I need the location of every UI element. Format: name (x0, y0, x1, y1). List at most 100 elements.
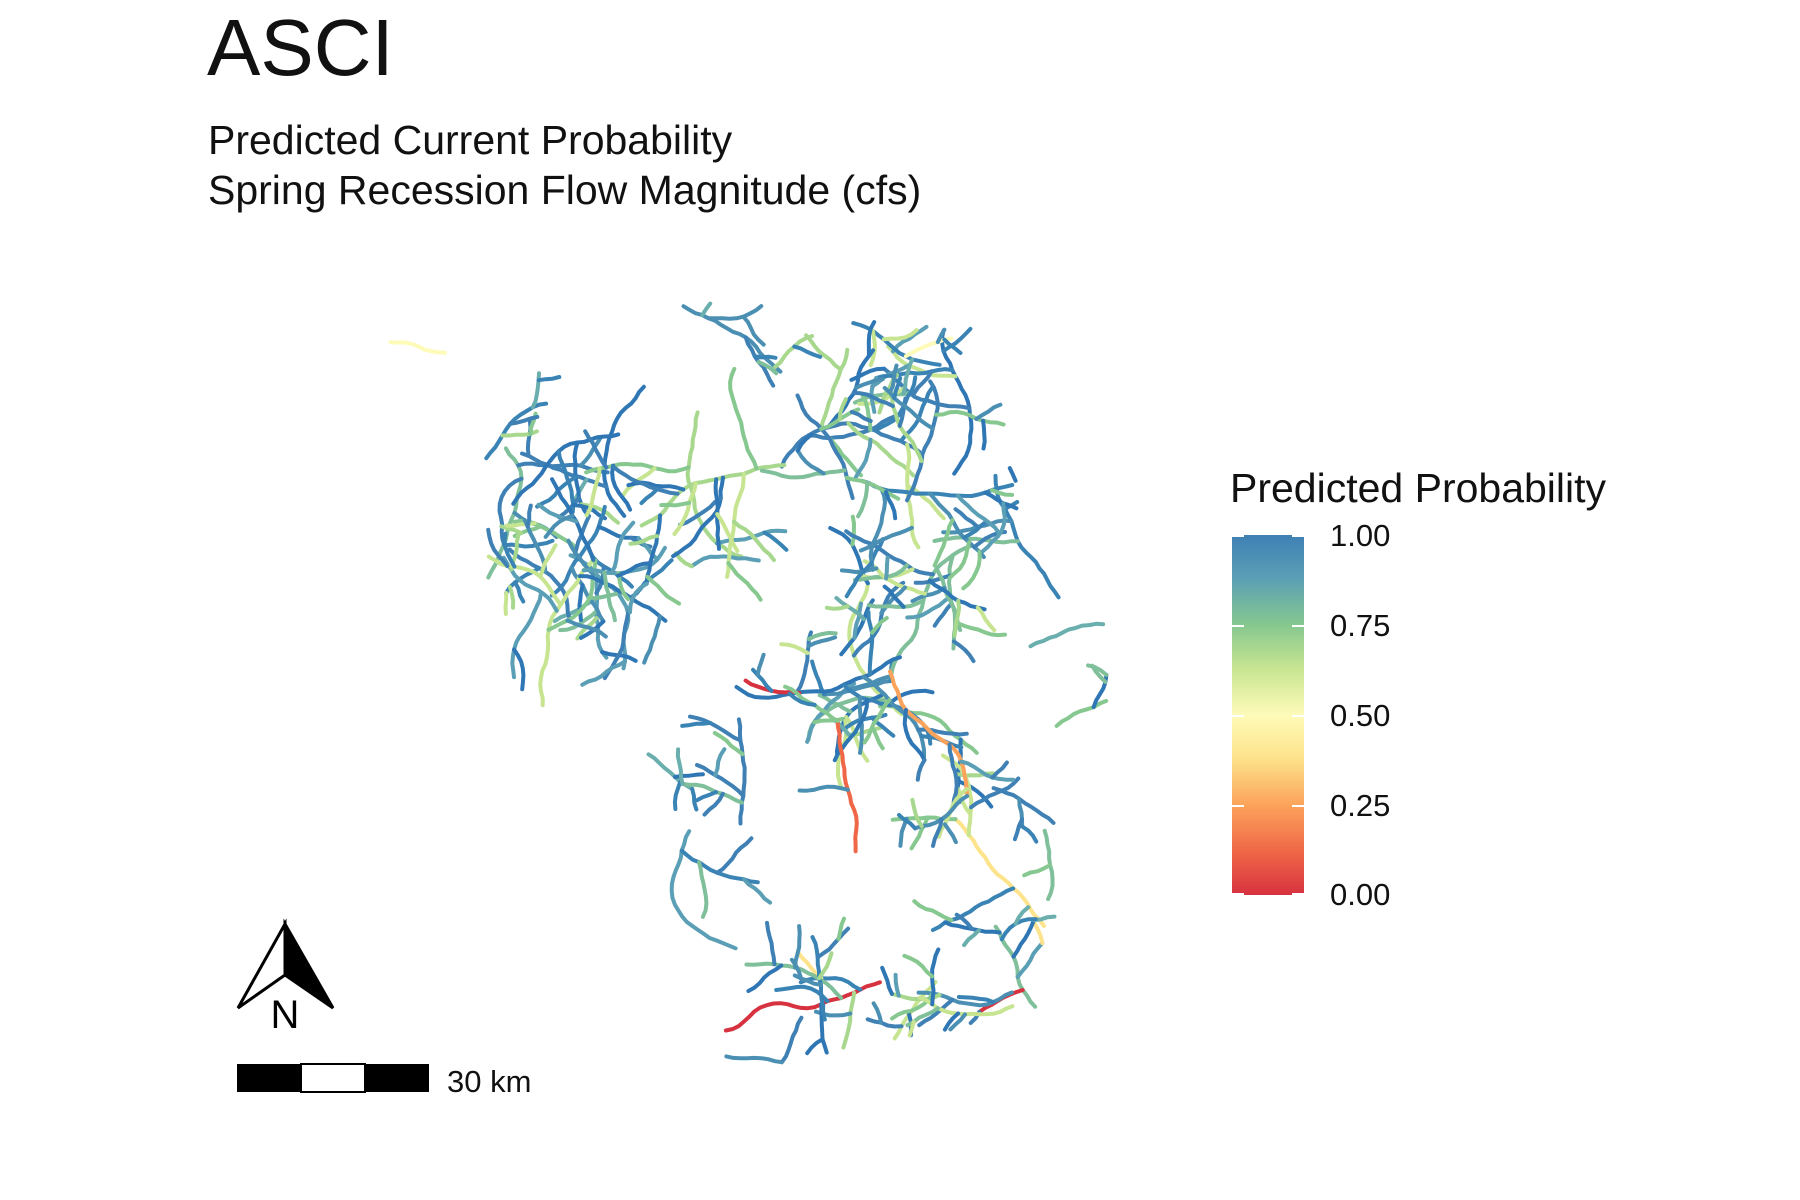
stream-segment (669, 829, 738, 951)
legend-label: 1.00 (1330, 518, 1391, 553)
scale-bar-label: 30 km (447, 1064, 532, 1099)
legend-tick (1232, 893, 1244, 895)
stream-segment (1007, 466, 1018, 483)
legend-tick (1292, 535, 1304, 537)
stream-segment (907, 1019, 916, 1038)
stream-segment (1022, 863, 1053, 878)
stream-segment (525, 503, 533, 529)
stream-segment (497, 476, 524, 548)
stream-segment (671, 475, 725, 559)
stream-segment (797, 784, 850, 793)
stream-segment (502, 531, 517, 569)
stream-segment (695, 763, 746, 798)
stream-segment (969, 776, 1021, 810)
stream-segment (702, 791, 725, 817)
stream-segment (898, 816, 909, 848)
stream-segment (681, 304, 783, 374)
stream-segment (569, 565, 606, 624)
stream-segment (849, 410, 873, 423)
stream-segment (586, 591, 619, 601)
stream-segment (706, 304, 764, 321)
stream-segment (728, 366, 759, 471)
stream-segment (584, 462, 691, 475)
stream-segment (795, 432, 814, 453)
stream-segment (732, 519, 776, 563)
stream-segment (947, 742, 959, 809)
stream-segment (990, 760, 1009, 780)
stream-segment (856, 480, 870, 519)
stream-segment (741, 314, 766, 347)
stream-segment (871, 727, 885, 751)
stream-segment (556, 449, 576, 514)
stream-segment (975, 605, 997, 633)
stream-segment (795, 950, 824, 981)
stream-segment (1013, 905, 1031, 926)
stream-segment (866, 320, 877, 358)
stream-segment (602, 384, 646, 518)
legend-label: 0.75 (1330, 608, 1391, 643)
stream-segment (844, 560, 874, 599)
stream-segment (884, 490, 898, 521)
stream-segment (715, 836, 754, 875)
stream-segment (989, 488, 1015, 497)
stream-segment (839, 566, 879, 574)
stream-segment (871, 1001, 884, 1025)
stream-segment (503, 591, 509, 616)
stream-segment (689, 554, 761, 569)
stream-segment (511, 432, 621, 506)
stream-segment (583, 429, 609, 470)
stream-segment (905, 379, 940, 503)
stream-segment (879, 585, 907, 616)
stream-segment (912, 369, 934, 396)
stream-segment (507, 547, 572, 622)
stream-segment (817, 693, 853, 714)
stream-segment (680, 781, 744, 805)
stream-segment (773, 334, 815, 369)
stream-segment (844, 529, 935, 577)
stream-segment (909, 815, 930, 851)
stream-segment (765, 920, 777, 967)
stream-segment (942, 337, 963, 355)
legend-tick (1232, 715, 1244, 717)
stream-segment (642, 614, 662, 665)
stream-segment (793, 924, 802, 970)
stream-segment (852, 601, 863, 640)
stream-segment (874, 367, 955, 380)
stream-segment (678, 496, 723, 527)
stream-segment (882, 584, 906, 609)
stream-segment (688, 714, 743, 743)
stream-segment (857, 695, 864, 755)
stream-segment (602, 570, 617, 623)
stream-segment (902, 953, 935, 979)
stream-segment (891, 324, 929, 354)
stream-segment (550, 477, 596, 562)
stream-segment (948, 1012, 967, 1032)
stream-segment (787, 691, 817, 707)
stream-segment (902, 708, 927, 762)
stream-segment (881, 328, 919, 342)
stream-segment (931, 817, 944, 848)
stream-segment (507, 585, 516, 610)
stream-segment (866, 610, 875, 677)
legend-tick (1232, 535, 1244, 537)
stream-segment (899, 385, 935, 444)
stream-segment (628, 534, 659, 546)
stream-segment (536, 375, 562, 383)
stream-segment (1020, 824, 1039, 844)
stream-segment (942, 1011, 961, 1032)
legend-tick (1292, 805, 1304, 807)
stream-segment (837, 397, 848, 422)
stream-segment (512, 647, 526, 692)
map-subtitle-line1: Predicted Current Probability (208, 117, 733, 163)
stream-segment (609, 520, 636, 575)
stream-segment (577, 583, 585, 622)
stream-segment (951, 639, 976, 664)
map-title: ASCI (207, 3, 394, 92)
stream-segment (851, 390, 895, 408)
stream-segment (486, 554, 563, 607)
stream-segment (673, 551, 694, 569)
stream-segment (889, 543, 974, 678)
stream-segment (644, 513, 663, 586)
stream-segment (819, 347, 850, 432)
stream-segment (841, 990, 857, 1050)
